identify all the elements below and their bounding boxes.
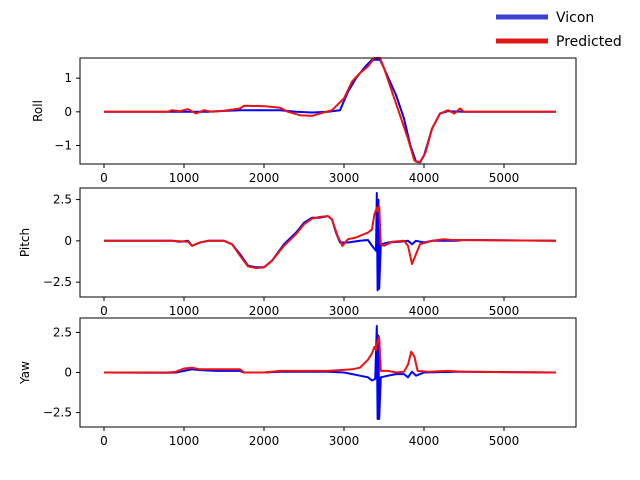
yaw-x-tick-label: 2000	[249, 434, 280, 448]
yaw-x-tick-label: 4000	[409, 434, 440, 448]
yaw-x-tick-label: 3000	[329, 434, 360, 448]
roll-axis-label: Roll	[31, 100, 45, 122]
pitch-x-tick-label: 5000	[489, 304, 520, 318]
pitch-subplot: 0 1000 2000 3000 4000 5000 −2.5 0 2.5 Pitch	[18, 187, 577, 318]
roll-x-tick-label: 5000	[489, 171, 520, 185]
yaw-x-tick-label: 5000	[489, 434, 520, 448]
roll-series-predicted-line	[104, 57, 556, 164]
roll-x-tick-label: 2000	[249, 171, 280, 185]
pitch-y-tick-label: 0	[64, 234, 72, 248]
pitch-x-tick-label: 3000	[329, 304, 360, 318]
pitch-y-tick-label: 2.5	[53, 193, 72, 207]
pitch-axis-label: Pitch	[18, 228, 32, 257]
yaw-y-tick-label: −2.5	[43, 406, 72, 420]
roll-x-tick-label: 4000	[409, 171, 440, 185]
yaw-x-tick-label: 1000	[169, 434, 200, 448]
yaw-y-tick-label: 2.5	[53, 325, 72, 339]
roll-axes-frame	[79, 57, 577, 165]
yaw-axis-label: Yaw	[18, 361, 32, 385]
roll-y-tick-label: 1	[64, 71, 72, 85]
roll-x-tick-label: 0	[100, 171, 108, 185]
pitch-x-tick-label: 1000	[169, 304, 200, 318]
roll-y-tick-label: 0	[64, 105, 72, 119]
pitch-axes-frame	[79, 187, 577, 298]
roll-x-tick-label: 3000	[329, 171, 360, 185]
legend: Vicon Predicted	[496, 10, 622, 50]
yaw-subplot: 0 1000 2000 3000 4000 5000 −2.5 0 2.5 Yaw	[18, 317, 577, 448]
legend-label-vicon: Vicon	[556, 10, 594, 26]
pitch-y-tick-label: −2.5	[43, 275, 72, 289]
yaw-series-vicon-line	[103, 325, 557, 420]
pitch-x-tick-label: 0	[100, 304, 108, 318]
pitch-series-predicted-line	[104, 205, 557, 270]
legend-label-predicted: Predicted	[556, 34, 622, 50]
roll-x-tick-label: 1000	[169, 171, 200, 185]
yaw-x-tick-label: 0	[100, 434, 108, 448]
yaw-y-tick-label: 0	[64, 366, 72, 380]
pitch-x-tick-label: 4000	[409, 304, 440, 318]
roll-y-tick-label: −1	[54, 138, 72, 152]
yaw-series-predicted-line	[104, 336, 557, 374]
pitch-x-tick-label: 2000	[249, 304, 280, 318]
roll-subplot: 0 1000 2000 3000 4000 5000 −1 0 1 Roll	[31, 57, 577, 185]
